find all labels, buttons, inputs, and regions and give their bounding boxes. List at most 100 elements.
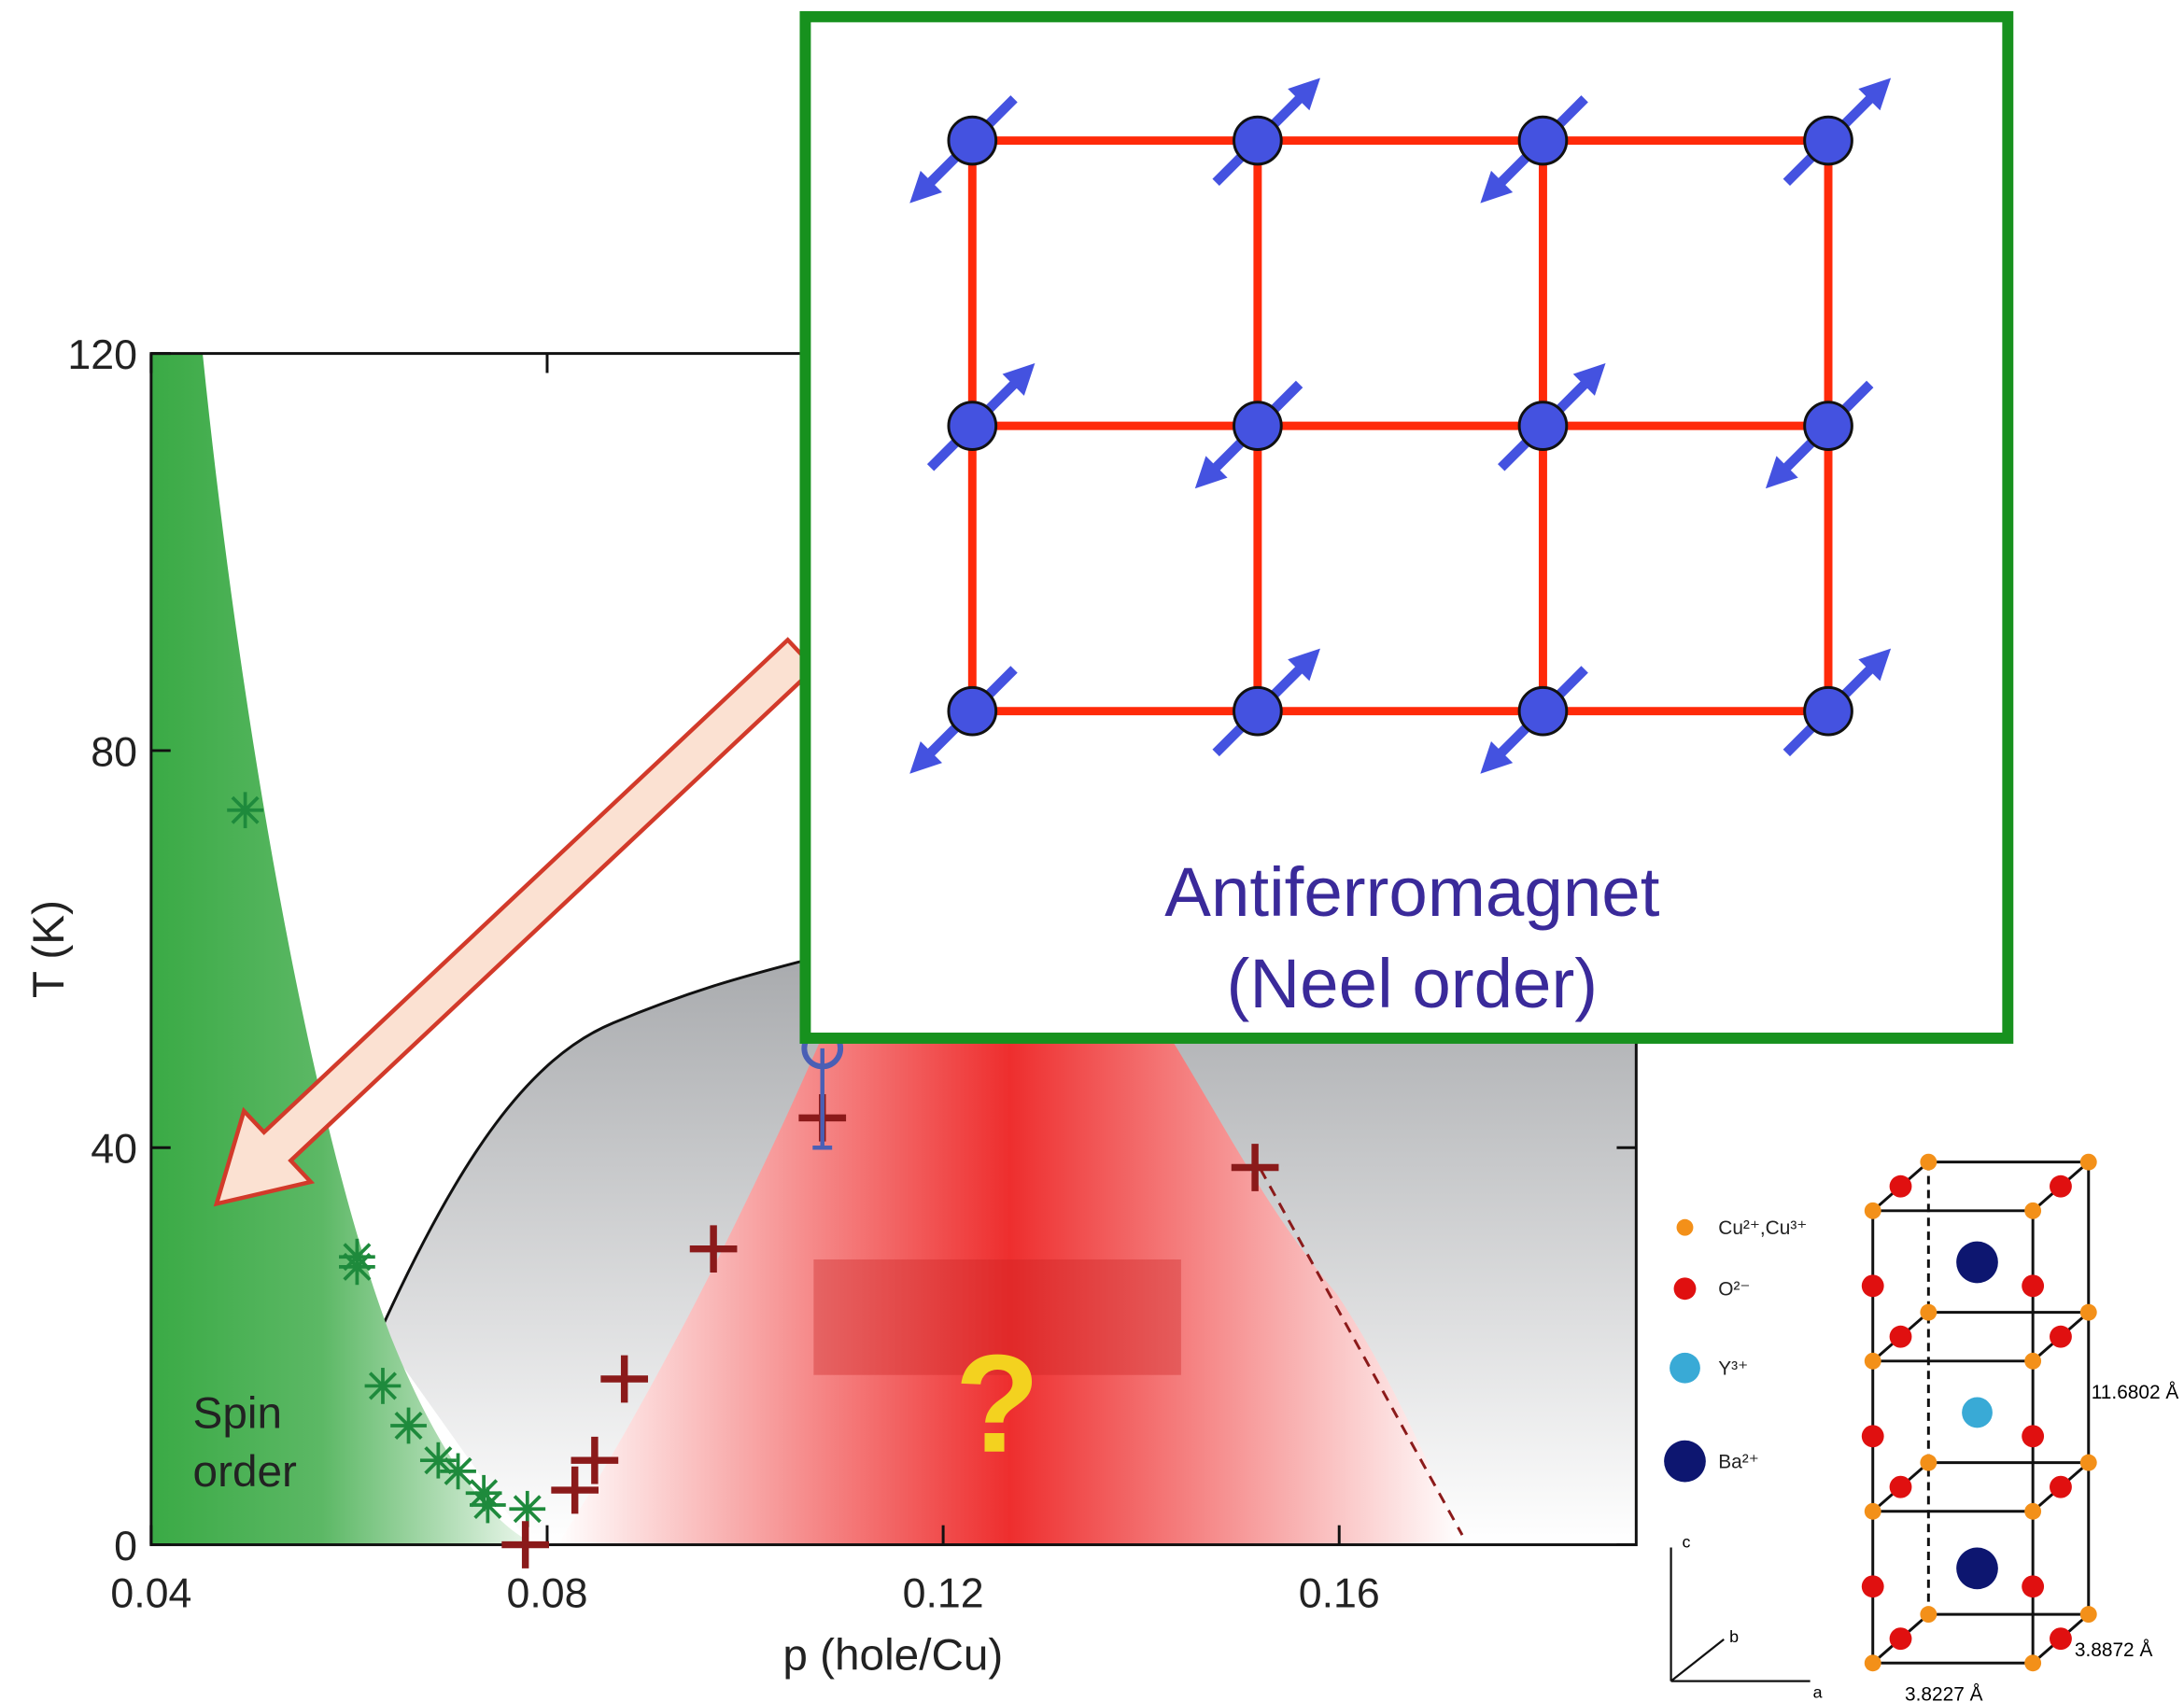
spin-site bbox=[1233, 115, 1283, 166]
crystal-structure: Cu²⁺,Cu³⁺ O²⁻ Y³⁺ Ba²⁺ c b a 11.6802 Å 3… bbox=[1664, 1153, 2179, 1702]
point bbox=[339, 1248, 375, 1286]
spin-site bbox=[947, 685, 998, 737]
highlight-box bbox=[813, 1259, 1181, 1375]
spin-site bbox=[1803, 401, 1853, 451]
atom-o bbox=[2022, 1575, 2045, 1598]
boundary-line bbox=[377, 959, 806, 1334]
y-tick-label: 0 bbox=[114, 1524, 137, 1569]
spin-site bbox=[1517, 115, 1569, 166]
atom-o bbox=[1861, 1274, 1884, 1298]
spin-site bbox=[1803, 685, 1853, 737]
spin-site bbox=[1517, 685, 1569, 737]
inset-frame bbox=[799, 10, 2014, 1044]
spin-site bbox=[1517, 401, 1569, 451]
x-tick-label: 0.12 bbox=[903, 1571, 984, 1617]
atom-cu bbox=[2079, 1454, 2097, 1471]
atom-o bbox=[1861, 1575, 1884, 1598]
inset: Antiferromagnet (Neel order) bbox=[799, 10, 2014, 1044]
atom-o bbox=[2050, 1475, 2072, 1498]
atom-cu bbox=[2024, 1654, 2042, 1672]
annotation: order bbox=[193, 1447, 297, 1497]
y-axis-label: T (K) bbox=[24, 900, 74, 998]
pointer-arrow bbox=[213, 637, 818, 1207]
atom-cu bbox=[1920, 1153, 1937, 1171]
spin-site bbox=[1233, 685, 1283, 737]
inset-title: (Neel order) bbox=[1227, 945, 1599, 1022]
inset-title: Antiferromagnet bbox=[1164, 853, 1659, 931]
y-tick-label: 120 bbox=[67, 332, 137, 378]
point bbox=[600, 1355, 649, 1403]
atom-cu bbox=[2079, 1303, 2097, 1321]
point bbox=[571, 1436, 619, 1484]
lattice bbox=[909, 77, 1892, 774]
spin-head bbox=[1765, 456, 1798, 489]
dimension-label: 11.6802 Å bbox=[2092, 1382, 2179, 1403]
dimension-label: 3.8227 Å bbox=[1905, 1684, 1983, 1702]
legend-label: Y³⁺ bbox=[1718, 1358, 1748, 1380]
spin-site bbox=[1803, 115, 1853, 166]
atom-o bbox=[1889, 1325, 1912, 1348]
atom-o bbox=[1861, 1425, 1884, 1448]
axis-letter: a bbox=[1813, 1683, 1823, 1702]
point bbox=[390, 1407, 427, 1444]
legend-dot bbox=[1673, 1277, 1697, 1301]
point bbox=[509, 1490, 546, 1527]
point bbox=[689, 1225, 738, 1273]
point bbox=[419, 1442, 457, 1479]
axis-letter: b bbox=[1729, 1627, 1739, 1646]
atom-o bbox=[1889, 1627, 1912, 1651]
atom-y bbox=[1962, 1397, 1993, 1428]
x-tick-label: 0.08 bbox=[506, 1571, 587, 1617]
spin-head bbox=[909, 170, 943, 204]
atom-cu bbox=[1864, 1352, 1881, 1370]
atom-ba bbox=[1956, 1547, 1998, 1590]
atom-cu bbox=[1864, 1654, 1881, 1672]
x-tick-label: 0.04 bbox=[110, 1571, 191, 1617]
spin-head bbox=[1002, 363, 1036, 396]
atom-cu bbox=[2079, 1606, 2097, 1624]
point bbox=[551, 1466, 599, 1514]
spin-site bbox=[1233, 401, 1283, 451]
atom-o bbox=[1889, 1175, 1912, 1198]
atom-cu bbox=[1920, 1303, 1937, 1321]
question-mark: ? bbox=[955, 1326, 1040, 1482]
spin-head bbox=[1480, 170, 1514, 204]
atom-o bbox=[2022, 1274, 2045, 1298]
atom-cu bbox=[1920, 1454, 1937, 1471]
atom-ba bbox=[1956, 1241, 1998, 1284]
spin-head bbox=[1858, 77, 1892, 111]
annotation: Spin bbox=[193, 1388, 282, 1438]
spin-head bbox=[1194, 456, 1228, 489]
red-region bbox=[557, 1036, 1462, 1545]
legend-dot bbox=[1664, 1440, 1706, 1483]
atom-o bbox=[2050, 1325, 2072, 1348]
atom-cu bbox=[2024, 1202, 2042, 1219]
spin-head bbox=[1572, 363, 1606, 396]
axes-glyph bbox=[1670, 1547, 1811, 1682]
legend-dot bbox=[1670, 1352, 1700, 1384]
atom-cu bbox=[1864, 1202, 1881, 1219]
phase-regions bbox=[150, 353, 1637, 1545]
legend-label: Ba²⁺ bbox=[1718, 1452, 1758, 1473]
point bbox=[227, 792, 263, 829]
atom-cu bbox=[1920, 1606, 1937, 1624]
y-tick-label: 80 bbox=[91, 729, 137, 775]
point bbox=[440, 1453, 476, 1490]
atom-cu bbox=[1864, 1502, 1881, 1520]
atom-o bbox=[1889, 1475, 1912, 1498]
atom-o bbox=[2022, 1425, 2045, 1448]
point bbox=[501, 1521, 549, 1568]
dimension-label: 3.8872 Å bbox=[2075, 1639, 2153, 1661]
spin-head bbox=[909, 740, 943, 774]
x-tick-label: 0.16 bbox=[1299, 1571, 1380, 1617]
x-axis-label: p (hole/Cu) bbox=[782, 1631, 1003, 1681]
legend-label: Cu²⁺,Cu³⁺ bbox=[1718, 1217, 1807, 1239]
atom-o bbox=[2050, 1627, 2072, 1651]
spin-head bbox=[1288, 77, 1320, 111]
atom-o bbox=[2050, 1175, 2072, 1198]
spin-head bbox=[1480, 740, 1514, 774]
point bbox=[364, 1368, 402, 1404]
axis-letter: c bbox=[1683, 1533, 1691, 1552]
y-tick-label: 40 bbox=[91, 1127, 137, 1173]
